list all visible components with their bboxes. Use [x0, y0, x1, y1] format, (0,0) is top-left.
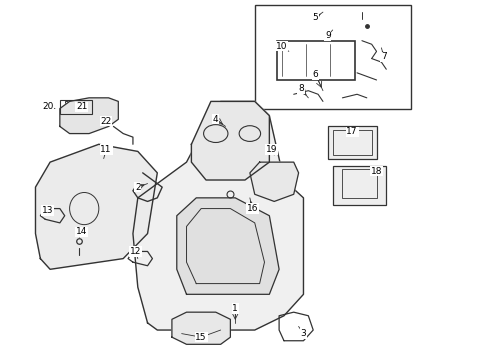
Bar	[255, 5, 411, 109]
Text: 20: 20	[42, 102, 53, 111]
Text: 19: 19	[266, 145, 277, 154]
Text: 15: 15	[196, 333, 207, 342]
Text: 21: 21	[76, 102, 88, 111]
Polygon shape	[60, 98, 118, 134]
Bar	[211, 141, 255, 162]
Polygon shape	[133, 102, 303, 330]
Bar	[328, 126, 376, 158]
Polygon shape	[192, 102, 270, 180]
Text: 22: 22	[100, 117, 112, 126]
Text: 2: 2	[135, 183, 141, 192]
Text: 8: 8	[298, 84, 304, 93]
Text: 17: 17	[346, 127, 358, 136]
Text: 14: 14	[76, 227, 88, 236]
Polygon shape	[250, 162, 298, 202]
Text: 16: 16	[246, 204, 258, 213]
Bar	[333, 166, 386, 205]
Bar	[343, 169, 376, 198]
Text: 5: 5	[313, 13, 318, 22]
Polygon shape	[177, 198, 279, 294]
Bar	[277, 41, 355, 80]
Text: 9: 9	[325, 31, 331, 40]
Text: 1: 1	[232, 304, 238, 313]
Text: 11: 11	[100, 145, 112, 154]
Text: 13: 13	[42, 206, 53, 215]
Text: 7: 7	[381, 52, 387, 61]
Polygon shape	[172, 312, 230, 344]
Text: 12: 12	[130, 247, 141, 256]
Text: 3: 3	[300, 329, 306, 338]
Text: 6: 6	[313, 70, 318, 79]
Text: 10: 10	[276, 41, 287, 50]
Bar	[60, 100, 92, 114]
Bar	[65, 102, 84, 126]
Bar	[333, 130, 372, 155]
Text: 4: 4	[213, 115, 219, 124]
Text: 18: 18	[371, 167, 382, 176]
Polygon shape	[35, 144, 157, 269]
